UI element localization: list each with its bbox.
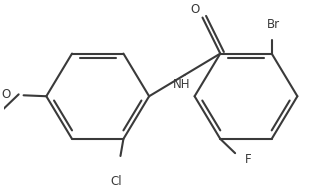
Text: O: O (2, 88, 11, 101)
Text: F: F (245, 153, 251, 166)
Text: NH: NH (173, 78, 190, 91)
Text: Cl: Cl (111, 175, 122, 188)
Text: O: O (190, 3, 199, 16)
Text: Br: Br (267, 18, 280, 31)
